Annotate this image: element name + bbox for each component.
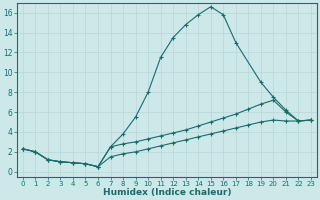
X-axis label: Humidex (Indice chaleur): Humidex (Indice chaleur) — [103, 188, 231, 197]
